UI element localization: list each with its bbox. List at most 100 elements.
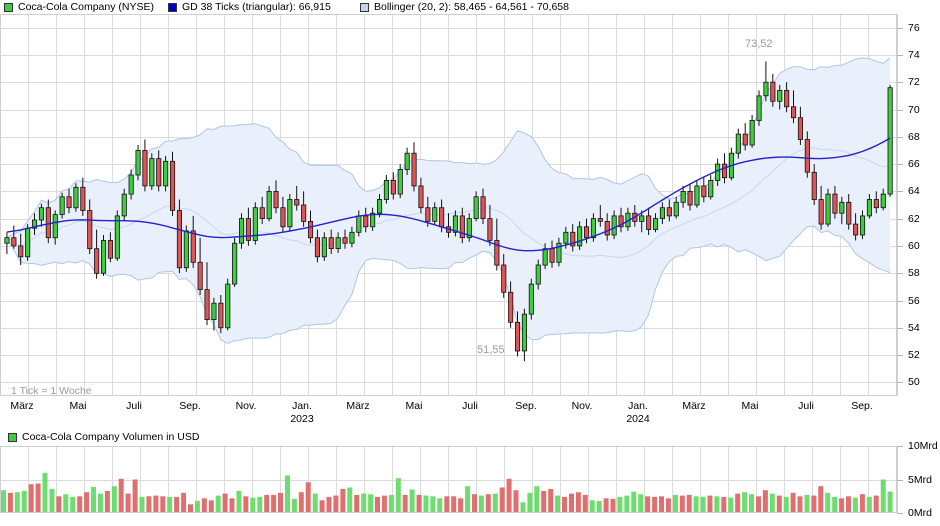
candle-body bbox=[349, 231, 355, 244]
candle-body bbox=[190, 230, 196, 263]
candle-body bbox=[556, 242, 562, 263]
volume-bar bbox=[437, 498, 443, 513]
candle-body bbox=[32, 219, 38, 229]
volume-bar bbox=[70, 496, 76, 513]
volume-bar bbox=[686, 494, 692, 513]
volume-bar bbox=[541, 490, 547, 513]
date-axis-tick: Nov. bbox=[572, 400, 593, 413]
candle-body bbox=[804, 139, 810, 173]
volume-bar bbox=[146, 496, 152, 513]
volume-bar bbox=[167, 496, 173, 513]
candle-body bbox=[107, 240, 114, 259]
axis-tick-mark bbox=[897, 446, 903, 447]
volume-bar bbox=[707, 495, 713, 513]
candle-body bbox=[590, 218, 596, 239]
candle-body bbox=[515, 321, 521, 352]
volume-bar bbox=[111, 486, 117, 513]
date-axis-tick-label: März bbox=[10, 400, 34, 412]
volume-bar bbox=[84, 492, 90, 513]
candle-body bbox=[328, 237, 334, 249]
price-axis-tick: 58 bbox=[897, 267, 940, 279]
candle-body bbox=[183, 230, 189, 269]
volume-bar bbox=[866, 496, 872, 513]
volume-bar bbox=[375, 496, 380, 513]
volume-bar bbox=[610, 498, 616, 513]
candle-body bbox=[639, 215, 645, 222]
date-axis-tick-label: Sep. bbox=[515, 400, 537, 412]
candle-body bbox=[646, 215, 652, 230]
date-axis-tick-label: Juli bbox=[798, 400, 814, 412]
volume-chart-plot-area[interactable] bbox=[0, 446, 897, 513]
volume-bar bbox=[555, 495, 561, 513]
candle-body bbox=[18, 245, 24, 258]
candle-body bbox=[294, 199, 300, 206]
period-low-annotation: 51,55 bbox=[477, 344, 505, 356]
volume-bar bbox=[340, 488, 346, 513]
candle-body bbox=[363, 215, 369, 228]
date-axis-tick: Juli bbox=[126, 400, 142, 413]
volume-bar bbox=[756, 496, 761, 513]
date-axis-tick-label: Sep. bbox=[179, 400, 201, 412]
price-axis-tick: 70 bbox=[897, 104, 940, 116]
candle-body bbox=[135, 149, 141, 176]
volume-legend[interactable]: Coca-Cola Company Volumen in USD bbox=[0, 430, 199, 444]
volume-bar bbox=[769, 493, 775, 513]
volume-bar bbox=[333, 495, 339, 513]
axis-tick-mark bbox=[897, 355, 903, 357]
price-chart-plot-area[interactable]: 1 Tick = 1 Woche 73,52 51,55 bbox=[0, 14, 897, 397]
price-axis-tick-label: 66 bbox=[908, 158, 920, 171]
candle-body bbox=[880, 193, 886, 209]
volume-bar bbox=[104, 490, 110, 513]
legend-item-moving-average[interactable]: GD 38 Ticks (triangular): 66,915 bbox=[168, 0, 331, 14]
candle-body bbox=[860, 215, 866, 236]
volume-bar bbox=[416, 494, 422, 513]
axis-tick-mark bbox=[897, 479, 903, 481]
candle-body bbox=[708, 179, 714, 198]
date-axis-tick-label: Sep. bbox=[851, 400, 873, 412]
candle-body bbox=[432, 207, 438, 222]
candle-body bbox=[791, 106, 797, 119]
candle-body bbox=[784, 90, 790, 108]
candle-body bbox=[853, 223, 859, 236]
date-axis-tick-label: Jan. bbox=[628, 400, 648, 412]
candle-body bbox=[370, 212, 376, 228]
volume-bar bbox=[679, 495, 685, 513]
date-axis-tick: Nov. bbox=[236, 400, 257, 413]
volume-axis-tick-label: 5Mrd bbox=[908, 473, 932, 486]
legend-item-price[interactable]: Coca-Cola Company (NYSE) bbox=[4, 0, 154, 14]
axis-tick-mark bbox=[897, 136, 903, 138]
candle-body bbox=[163, 160, 169, 187]
volume-bar bbox=[278, 492, 283, 513]
candle-body bbox=[418, 185, 424, 209]
axis-tick-mark bbox=[897, 513, 903, 514]
axis-tick-mark bbox=[897, 82, 903, 84]
volume-bar bbox=[402, 494, 408, 513]
axis-tick-mark bbox=[897, 109, 903, 111]
price-axis-tick: 76 bbox=[897, 22, 940, 34]
price-axis-tick: 50 bbox=[897, 376, 940, 388]
moving-average-line bbox=[6, 137, 891, 252]
volume-bar bbox=[548, 488, 554, 513]
candle-body bbox=[604, 220, 610, 236]
volume-bar bbox=[201, 498, 207, 513]
volume-bar bbox=[250, 497, 256, 513]
price-axis-tick: 64 bbox=[897, 185, 940, 197]
candle-body bbox=[211, 302, 217, 321]
candle-body bbox=[715, 163, 721, 181]
legend-item-bollinger[interactable]: Bollinger (20, 2): 58,465 - 64,561 - 70,… bbox=[360, 0, 569, 14]
volume-bar bbox=[589, 500, 595, 513]
candle-body bbox=[549, 248, 555, 263]
candle-body bbox=[873, 199, 879, 209]
volume-bar bbox=[215, 495, 221, 513]
date-axis-tick-label: Nov. bbox=[571, 400, 593, 412]
volume-bar bbox=[298, 492, 304, 513]
volume-bar bbox=[257, 496, 263, 513]
candle-body bbox=[570, 231, 576, 247]
candle-body bbox=[273, 190, 279, 209]
price-axis-tick-label: 54 bbox=[908, 321, 920, 334]
axis-tick-mark bbox=[897, 191, 903, 193]
candle-body bbox=[618, 215, 624, 228]
candle-body bbox=[501, 264, 507, 293]
candle-body bbox=[411, 152, 417, 187]
volume-bar bbox=[361, 493, 367, 513]
